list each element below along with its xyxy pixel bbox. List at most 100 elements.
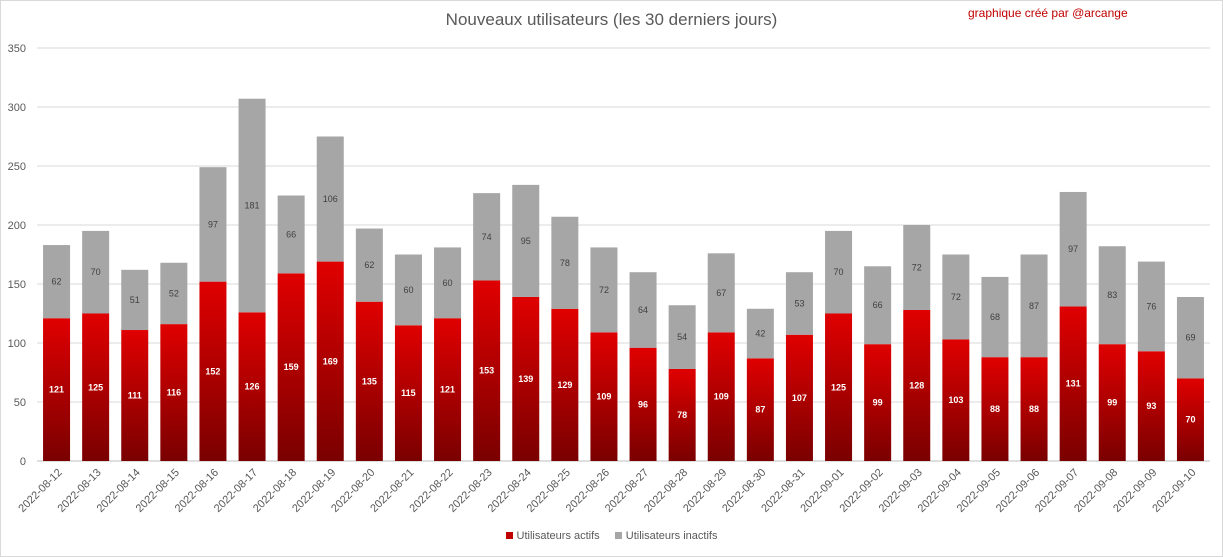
data-label-active: 111 bbox=[128, 391, 142, 401]
chart-title: Nouveaux utilisateurs (les 30 derniers j… bbox=[445, 10, 778, 29]
data-label-active: 169 bbox=[323, 356, 338, 366]
bar-inactive bbox=[1137, 261, 1165, 352]
data-label-inactive: 42 bbox=[755, 329, 765, 339]
y-tick-label: 300 bbox=[8, 102, 26, 114]
bar-inactive bbox=[199, 167, 227, 282]
legend-label-inactive: Utilisateurs inactifs bbox=[625, 530, 718, 542]
bar-active bbox=[551, 308, 579, 461]
bar-active bbox=[590, 332, 618, 461]
bar-inactive bbox=[746, 308, 774, 359]
y-tick-label: 200 bbox=[8, 220, 26, 232]
legend-item-inactive: Utilisateurs inactifs bbox=[614, 530, 718, 542]
bar-inactive bbox=[1059, 191, 1087, 307]
bar-inactive bbox=[825, 230, 853, 314]
data-label-inactive: 54 bbox=[677, 332, 687, 342]
bar-inactive bbox=[1020, 254, 1048, 358]
legend-swatch-active bbox=[505, 532, 513, 539]
data-label-active: 126 bbox=[245, 382, 260, 392]
data-label-inactive: 60 bbox=[443, 278, 453, 288]
data-label-inactive: 52 bbox=[169, 288, 179, 298]
bar-active bbox=[981, 357, 1009, 461]
data-label-active: 87 bbox=[755, 405, 765, 415]
data-label-active: 109 bbox=[596, 392, 611, 402]
data-label-active: 128 bbox=[909, 380, 924, 390]
legend-swatch-inactive bbox=[614, 532, 622, 539]
data-label-active: 125 bbox=[88, 382, 103, 392]
data-label-inactive: 181 bbox=[245, 201, 260, 211]
bar-inactive bbox=[434, 247, 462, 319]
bar-inactive bbox=[785, 272, 813, 335]
bar-inactive bbox=[316, 136, 344, 262]
bar-active bbox=[864, 344, 892, 461]
bar-active bbox=[785, 334, 813, 461]
bar-active bbox=[942, 339, 970, 461]
data-label-active: 121 bbox=[49, 385, 64, 395]
bar-inactive bbox=[981, 276, 1009, 358]
data-label-inactive: 72 bbox=[951, 292, 961, 302]
data-label-inactive: 62 bbox=[364, 260, 374, 270]
data-label-active: 135 bbox=[362, 376, 377, 386]
data-label-active: 99 bbox=[1107, 398, 1117, 408]
bar-inactive bbox=[277, 195, 305, 274]
bar-active bbox=[825, 313, 853, 461]
bar-active bbox=[707, 332, 735, 461]
bar-active bbox=[82, 313, 110, 461]
bar-inactive bbox=[43, 245, 71, 319]
bar-active bbox=[473, 280, 501, 461]
data-label-active: 70 bbox=[1185, 415, 1195, 425]
data-label-active: 139 bbox=[518, 374, 533, 384]
data-label-active: 93 bbox=[1146, 401, 1156, 411]
bar-inactive bbox=[942, 254, 970, 340]
bar-inactive bbox=[668, 305, 696, 369]
data-label-inactive: 68 bbox=[990, 312, 1000, 322]
bar-active bbox=[668, 368, 696, 461]
data-label-active: 99 bbox=[873, 398, 883, 408]
legend: Utilisateurs actifs Utilisateurs inactif… bbox=[0, 530, 1223, 542]
data-label-inactive: 70 bbox=[834, 267, 844, 277]
x-axis: 2022-08-122022-08-132022-08-142022-08-15… bbox=[16, 467, 1198, 515]
bar-active bbox=[746, 358, 774, 461]
data-label-active: 96 bbox=[638, 399, 648, 409]
data-label-inactive: 60 bbox=[403, 285, 413, 295]
bar-inactive bbox=[512, 184, 540, 297]
data-label-inactive: 66 bbox=[873, 300, 883, 310]
data-label-active: 153 bbox=[479, 366, 494, 376]
data-label-inactive: 106 bbox=[323, 194, 338, 204]
data-label-active: 116 bbox=[167, 388, 182, 398]
data-label-inactive: 83 bbox=[1107, 290, 1117, 300]
y-tick-label: 250 bbox=[8, 161, 26, 173]
bars: 121 62 125 70 111 51 116 52 152 97 126 181 159 66 169 1… bbox=[43, 98, 1204, 461]
bar-active bbox=[1176, 378, 1204, 461]
data-label-inactive: 97 bbox=[208, 219, 218, 229]
y-tick-label: 150 bbox=[8, 279, 26, 291]
bar-inactive bbox=[355, 228, 383, 302]
data-label-active: 125 bbox=[831, 382, 846, 392]
bar-active bbox=[160, 324, 188, 461]
data-label-inactive: 76 bbox=[1146, 301, 1156, 311]
bar-inactive bbox=[629, 272, 657, 348]
data-label-active: 121 bbox=[440, 385, 455, 395]
bar-active bbox=[43, 318, 71, 461]
bar-inactive bbox=[864, 266, 892, 345]
bar-active bbox=[121, 330, 149, 461]
bar-active bbox=[1020, 357, 1048, 461]
bar-active bbox=[512, 296, 540, 461]
data-label-active: 152 bbox=[205, 366, 220, 376]
bar-active bbox=[903, 309, 931, 461]
data-label-inactive: 70 bbox=[91, 267, 101, 277]
bar-active bbox=[316, 261, 344, 461]
data-label-active: 159 bbox=[284, 362, 299, 372]
bar-inactive bbox=[903, 225, 931, 310]
legend-item-active: Utilisateurs actifs bbox=[505, 530, 600, 542]
bar-active bbox=[238, 312, 266, 461]
data-label-inactive: 51 bbox=[130, 295, 140, 305]
bar-active bbox=[394, 325, 422, 461]
data-label-inactive: 69 bbox=[1185, 333, 1195, 343]
bar-active bbox=[1137, 351, 1165, 461]
bar-inactive bbox=[238, 98, 266, 313]
bar-active bbox=[434, 318, 462, 461]
data-label-active: 109 bbox=[714, 392, 729, 402]
bar-inactive bbox=[82, 230, 110, 314]
bar-inactive bbox=[394, 254, 422, 326]
